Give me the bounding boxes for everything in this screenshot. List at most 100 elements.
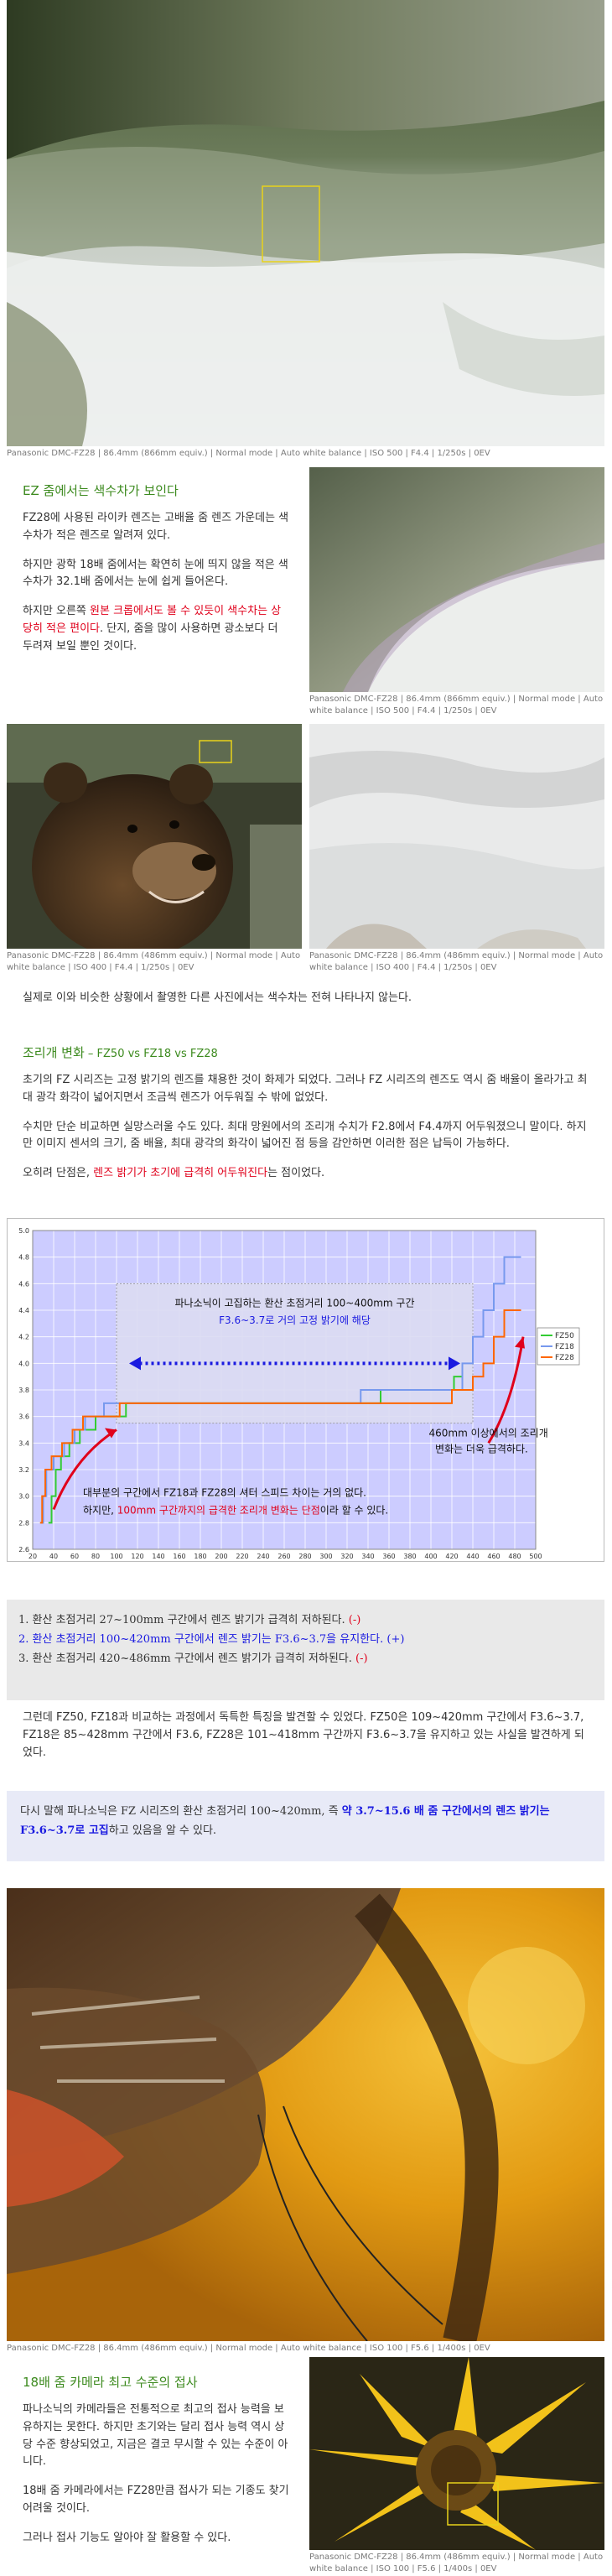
after-list-text: 그런데 FZ50, FZ18과 비교하는 과정에서 독특한 특징을 발견할 수 … bbox=[23, 1711, 584, 1759]
section2-p1: 초기의 FZ 시리즈는 고정 밝기의 렌즈를 채용한 것이 화제가 되었다. 그… bbox=[23, 1074, 588, 1104]
y-tick-label: 4.4 bbox=[18, 1307, 29, 1314]
x-tick-label: 480 bbox=[508, 1553, 521, 1560]
photo-butterfly bbox=[7, 1888, 604, 2341]
y-tick-label: 4.2 bbox=[18, 1334, 29, 1341]
x-tick-label: 280 bbox=[298, 1553, 311, 1560]
bear-image bbox=[7, 724, 302, 949]
section2-p3: 오히려 단점은, 렌즈 밝기가 초기에 급격히 어두워진다는 점이었다. bbox=[23, 1167, 325, 1180]
series-line-fz28 bbox=[39, 1309, 521, 1524]
section1-p1: FZ28에 사용된 라이카 렌즈는 고배율 줌 렌즈 가운데는 색수차가 적은 … bbox=[23, 512, 289, 542]
sunflower-caption: Panasonic DMC-FZ28 | 86.4mm (486mm equiv… bbox=[309, 2553, 604, 2573]
y-tick-label: 4.8 bbox=[18, 1254, 29, 1262]
section1-p3: 하지만 오른쪽 원본 크롭에서도 볼 수 있듯이 색수차는 상당히 적은 편이다… bbox=[23, 605, 282, 653]
annotation-bottom-line2: 하지만, 100mm 구간까지의 급격한 조리개 변화는 단점이라 할 수 있다… bbox=[83, 1504, 388, 1516]
x-tick-label: 340 bbox=[361, 1553, 374, 1560]
conclusion-note: 다시 말해 파나소닉은 FZ 시리즈의 환산 초점거리 100~420mm, 즉… bbox=[7, 1791, 604, 1861]
photo-bear bbox=[7, 724, 302, 949]
section3-p2: 18배 줌 카메라에서는 FZ28만큼 접사가 되는 기종도 찾기 어려울 것이… bbox=[23, 2485, 289, 2515]
butterfly-image bbox=[7, 1888, 604, 2341]
section-heading-aperture: 조리개 변화 – FZ50 vs FZ18 vs FZ28 bbox=[23, 1045, 218, 1060]
x-tick-label: 100 bbox=[110, 1553, 122, 1560]
legend-label: FZ18 bbox=[555, 1343, 574, 1351]
section-heading-chromatic: EZ 줌에서는 색수차가 보인다 bbox=[23, 483, 179, 498]
annotation-box-line1: 파나소닉이 고집하는 환산 초점거리 100~400mm 구간 bbox=[175, 1297, 415, 1309]
x-tick-label: 260 bbox=[277, 1553, 290, 1560]
bear-caption: Panasonic DMC-FZ28 | 86.4mm (486mm equiv… bbox=[7, 951, 301, 972]
series-line-fz18 bbox=[41, 1256, 521, 1524]
x-tick-label: 200 bbox=[215, 1553, 227, 1560]
photo-crop-2 bbox=[309, 724, 604, 949]
legend-label: FZ50 bbox=[555, 1332, 574, 1340]
red-arrow-right bbox=[487, 1336, 525, 1444]
x-tick-label: 220 bbox=[236, 1553, 248, 1560]
photo-rocks bbox=[7, 0, 604, 446]
crop-image-1 bbox=[309, 467, 604, 692]
crop-caption-2: Panasonic DMC-FZ28 | 86.4mm (486mm equiv… bbox=[309, 951, 604, 972]
annotation-right-line2: 변화는 더욱 급격하다. bbox=[435, 1443, 528, 1455]
x-tick-label: 160 bbox=[173, 1553, 185, 1560]
range-arrow-left bbox=[129, 1356, 141, 1371]
plot-border bbox=[32, 1230, 537, 1550]
photo-crop-1 bbox=[309, 467, 604, 692]
aperture-chart-svg: 20 40 60 80 100 120 140 160 180 200 220 240 260 280 30… bbox=[18, 1227, 580, 1560]
summary-item-2: 2. 환산 초점거리 100~420mm 구간에서 렌즈 밝기는 F3.6~3.… bbox=[18, 1632, 405, 1646]
crop-caption-1: Panasonic DMC-FZ28 | 86.4mm (866mm equiv… bbox=[309, 695, 604, 716]
x-tick-label: 300 bbox=[319, 1553, 332, 1560]
x-tick-label: 400 bbox=[424, 1553, 437, 1560]
annotation-right-line1: 460mm 이상에서의 조리개 bbox=[429, 1427, 548, 1439]
section1-note: 실제로 이와 비슷한 상황에서 촬영한 다른 사진에서는 색수차는 전혀 나타나… bbox=[23, 991, 412, 1004]
photo-caption: Panasonic DMC-FZ28 | 86.4mm (866mm equiv… bbox=[7, 449, 490, 458]
range-arrow-right bbox=[449, 1356, 460, 1371]
x-tick-label: 80 bbox=[91, 1553, 100, 1560]
annotation-bottom-line1: 대부분의 구간에서 FZ18과 FZ28의 셔터 스피드 차이는 거의 없다. bbox=[83, 1487, 366, 1499]
x-tick-label: 140 bbox=[152, 1553, 164, 1560]
crop-image-2 bbox=[309, 724, 604, 949]
x-tick-label: 420 bbox=[445, 1553, 458, 1560]
aperture-chart: 20 40 60 80 100 120 140 160 180 200 220 240 260 280 30… bbox=[7, 1218, 604, 1562]
x-tick-label: 60 bbox=[70, 1553, 79, 1560]
red-arrow-left bbox=[52, 1429, 117, 1511]
section1-p2: 하지만 광학 18배 줌에서는 확연히 눈에 띄지 않을 적은 색수차가 32.… bbox=[23, 558, 288, 589]
y-tick-label: 3.6 bbox=[18, 1413, 29, 1421]
section-heading-macro: 18배 줌 카메라 최고 수준의 접사 bbox=[23, 2375, 198, 2390]
y-tick-label: 2.6 bbox=[18, 1546, 29, 1553]
x-tick-label: 180 bbox=[194, 1553, 206, 1560]
section1-body: FZ28에 사용된 라이카 렌즈는 고배율 줌 렌즈 가운데는 색수차가 적은 … bbox=[23, 510, 291, 668]
x-tick-label: 320 bbox=[340, 1553, 353, 1560]
y-tick-label: 3.2 bbox=[18, 1466, 29, 1474]
photo-sunflower bbox=[309, 2357, 604, 2550]
red-arrow-right-head bbox=[515, 1336, 525, 1349]
section3-body: 파나소닉의 카메라들은 전통적으로 최고의 접사 능력을 보유하지는 못한다. … bbox=[23, 2402, 291, 2559]
x-tick-label: 440 bbox=[466, 1553, 479, 1560]
x-tick-label: 460 bbox=[487, 1553, 500, 1560]
y-tick-label: 5.0 bbox=[18, 1227, 29, 1235]
y-tick-label: 3.0 bbox=[18, 1493, 29, 1501]
x-tick-label: 380 bbox=[403, 1553, 416, 1560]
x-tick-label: 500 bbox=[529, 1553, 542, 1560]
section3-p3: 그러나 접사 기능도 알아야 잘 활용할 수 있다. bbox=[23, 2531, 231, 2544]
annotation-box-line2: F3.6~3.7로 거의 고정 밝기에 해당 bbox=[219, 1314, 371, 1326]
summary-item-1: 1. 환산 초점거리 27~100mm 구간에서 렌즈 밝기가 급격히 저하된다… bbox=[18, 1614, 361, 1626]
section3-p1: 파나소닉의 카메라들은 전통적으로 최고의 접사 능력을 보유하지는 못한다. … bbox=[23, 2403, 288, 2469]
y-tick-label: 4.0 bbox=[18, 1360, 29, 1367]
x-tick-label: 360 bbox=[382, 1553, 395, 1560]
y-tick-label: 3.4 bbox=[18, 1439, 29, 1447]
rocks-image bbox=[7, 0, 604, 446]
y-tick-label: 2.8 bbox=[18, 1519, 29, 1527]
x-tick-label: 20 bbox=[29, 1553, 37, 1560]
section2-p2: 수치만 단순 비교하면 실망스러울 수도 있다. 최대 망원에서의 조리개 수치… bbox=[23, 1120, 587, 1151]
y-tick-label: 3.8 bbox=[18, 1387, 29, 1394]
sunflower-image bbox=[309, 2357, 604, 2550]
annotation-box bbox=[116, 1283, 474, 1424]
butterfly-caption: Panasonic DMC-FZ28 | 86.4mm (486mm equiv… bbox=[7, 2344, 490, 2353]
x-tick-label: 240 bbox=[257, 1553, 269, 1560]
section2-body: 초기의 FZ 시리즈는 고정 밝기의 렌즈를 채용한 것이 화제가 되었다. 그… bbox=[23, 1072, 593, 1194]
y-tick-label: 4.6 bbox=[18, 1280, 29, 1288]
x-tick-label: 120 bbox=[131, 1553, 143, 1560]
legend-label: FZ28 bbox=[555, 1354, 574, 1362]
red-arrow-left-head bbox=[105, 1428, 117, 1439]
summary-item-3: 3. 환산 초점거리 420~486mm 구간에서 렌즈 밝기가 급격히 저하된… bbox=[18, 1652, 368, 1665]
x-tick-label: 40 bbox=[49, 1553, 58, 1560]
summary-list: 1. 환산 초점거리 27~100mm 구간에서 렌즈 밝기가 급격히 저하된다… bbox=[7, 1600, 604, 1700]
